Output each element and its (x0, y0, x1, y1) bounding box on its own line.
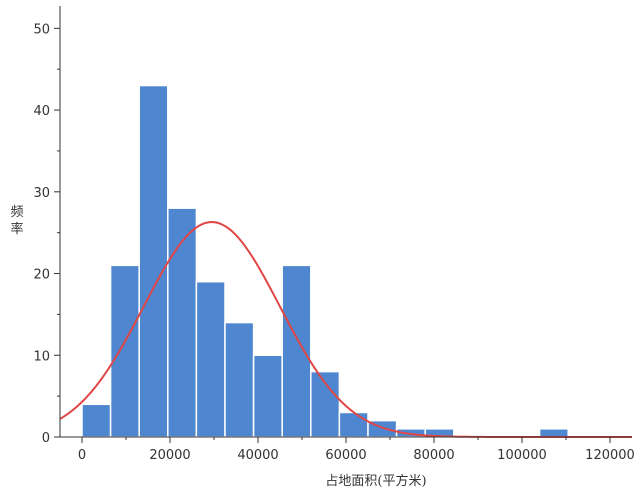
bar-9 (338, 411, 369, 438)
y-tick-label: 10 (33, 349, 50, 364)
x-tick-label: 120000 (585, 448, 635, 463)
x-tick-label: 80000 (413, 448, 454, 463)
x-tick-label: 40000 (237, 448, 278, 463)
bar-0 (81, 403, 112, 438)
y-tick-label: 20 (33, 268, 50, 283)
x-axis-title: 占地面积(平方米) (325, 473, 426, 489)
y-tick-label: 0 (42, 431, 50, 446)
y-axis-title: 频率 (10, 205, 23, 237)
bar-1 (109, 264, 140, 438)
x-tick-label: 20000 (149, 448, 190, 463)
bar-2 (138, 84, 169, 438)
x-tick-label: 0 (78, 448, 86, 463)
x-tick-label: 100000 (497, 448, 547, 463)
x-tick-label: 60000 (325, 448, 366, 463)
bar-5 (224, 321, 255, 438)
y-tick-label: 30 (33, 186, 50, 201)
bar-13 (538, 428, 569, 438)
bar-6 (252, 354, 283, 438)
bar-7 (281, 264, 312, 438)
y-tick-label: 40 (33, 104, 50, 119)
y-ticks: 0 10 20 30 40 50 (33, 22, 60, 446)
bar-4 (195, 280, 226, 438)
x-ticks: 0 20000 40000 60000 80000 100000 120000 (78, 437, 635, 463)
bars-layer (81, 84, 569, 438)
y-tick-label: 50 (33, 22, 50, 37)
